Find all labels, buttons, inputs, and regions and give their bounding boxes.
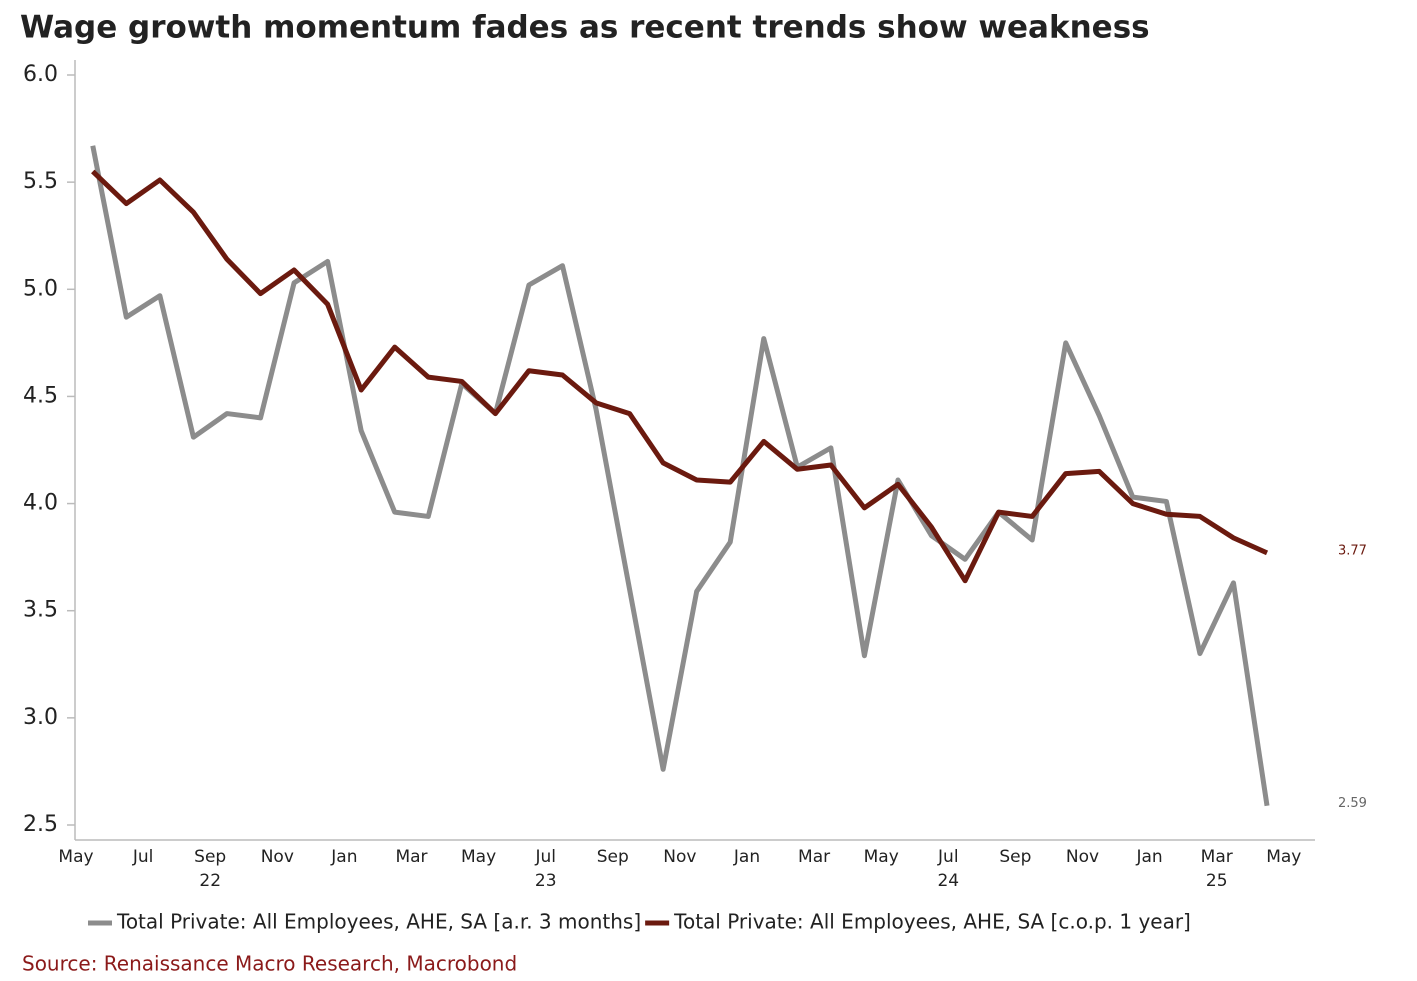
x-tick-label: Nov — [663, 847, 696, 867]
chart-title: Wage growth momentum fades as recent tre… — [20, 10, 1150, 46]
x-tick-label: Sep — [194, 847, 226, 867]
x-tick-label: May — [461, 847, 496, 867]
x-tick-label: May — [58, 847, 93, 867]
y-tick-label: 4.5 — [23, 383, 58, 408]
y-tick-label: 2.5 — [23, 812, 58, 837]
source: Source: Renaissance Macro Research, Macr… — [22, 952, 517, 976]
legend-label: Total Private: All Employees, AHE, SA [a… — [116, 910, 641, 934]
y-tick-label: 3.0 — [23, 705, 58, 730]
y-tick-label: 5.0 — [23, 276, 58, 301]
x-tick-label: Nov — [1066, 847, 1099, 867]
x-tick-label: Mar — [798, 847, 830, 867]
y-tick-label: 4.0 — [23, 491, 58, 516]
x-tick-label: Nov — [261, 847, 294, 867]
x-tick-label: Sep — [597, 847, 629, 867]
x-year-label: 23 — [535, 871, 557, 891]
series-line — [90, 145, 1270, 807]
x-tick-label: Jan — [330, 847, 357, 867]
y-tick-label: 3.5 — [23, 598, 58, 623]
series-line — [91, 169, 1269, 584]
y-tick-label: 5.5 — [23, 169, 58, 194]
x-year-label: 24 — [937, 871, 959, 891]
x-tick-label: Jul — [937, 847, 959, 867]
end-label: 2.59 — [1338, 796, 1367, 811]
x-tick-label: Jul — [534, 847, 556, 867]
x-year-label: 22 — [199, 871, 221, 891]
y-tick-label: 6.0 — [23, 62, 58, 87]
x-year-label: 25 — [1206, 871, 1228, 891]
x-tick-label: May — [864, 847, 899, 867]
x-tick-label: Jul — [132, 847, 154, 867]
legend-label: Total Private: All Employees, AHE, SA [c… — [673, 910, 1191, 934]
x-tick-label: Jan — [733, 847, 760, 867]
x-tick-label: Jan — [1135, 847, 1162, 867]
x-tick-label: May — [1266, 847, 1301, 867]
x-tick-label: Mar — [395, 847, 427, 867]
x-tick-label: Sep — [999, 847, 1031, 867]
x-tick-label: Mar — [1201, 847, 1233, 867]
end-label: 3.77 — [1338, 543, 1367, 558]
